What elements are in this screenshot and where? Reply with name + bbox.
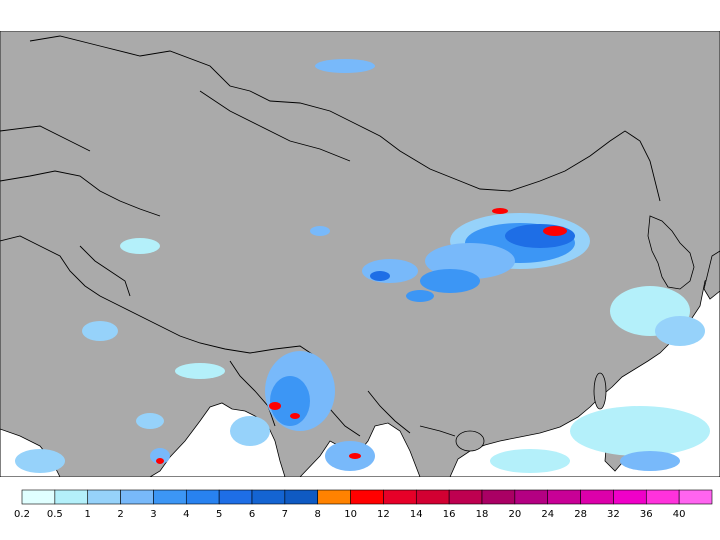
colorbar-tick-label: 14 (410, 509, 423, 520)
colorbar-legend: 0.2 0.5 1 2 3 4 5 6 7 8 10 12 14 16 18 20 24 28 32 36 40 (0, 488, 720, 528)
colorbar-swatch (251, 489, 286, 505)
colorbar-tick-label: 16 (443, 509, 456, 520)
colorbar-tick-label: 40 (673, 509, 686, 520)
colorbar-swatch (87, 489, 121, 505)
korea-peninsula (647, 215, 695, 290)
colorbar-swatch (415, 489, 450, 505)
colorbar-swatch (284, 489, 319, 505)
colorbar-tick-label: 18 (476, 509, 489, 520)
colorbar-tick-label: 28 (574, 509, 587, 520)
colorbar-swatch (547, 489, 581, 505)
colorbar-swatch (383, 489, 417, 505)
colorbar-swatch (514, 489, 549, 505)
colorbar: 0.2 0.5 1 2 3 4 5 6 7 8 10 12 14 16 18 20 24 28 32 36 40 (14, 489, 713, 520)
colorbar-tick-label: 0.5 (47, 509, 63, 520)
precipitation-field (15, 59, 710, 473)
country-borders (0, 35, 661, 437)
colorbar-tick-label: 36 (640, 509, 653, 520)
japan-fragment (703, 250, 720, 300)
colorbar-swatch (448, 489, 483, 505)
colorbar-swatch (120, 489, 154, 505)
colorbar-tick-label: 24 (541, 509, 554, 520)
hainan-island (455, 430, 485, 452)
colorbar-tick-label: 20 (508, 509, 521, 520)
precipitation-map (0, 31, 720, 477)
colorbar-swatch (54, 489, 89, 505)
colorbar-tick-label: 2 (117, 509, 123, 520)
colorbar-tick-label: 32 (607, 509, 620, 520)
colorbar-tick-label: 5 (216, 509, 222, 520)
colorbar-tick-label: 3 (150, 509, 156, 520)
colorbar-tick-label: 10 (344, 509, 357, 520)
colorbar-swatch (185, 489, 220, 505)
colorbar-swatch (21, 489, 56, 505)
colorbar-swatch (218, 489, 253, 505)
colorbar-tick-label: 1 (85, 509, 91, 520)
colorbar-swatch (678, 489, 713, 505)
colorbar-swatch (481, 489, 516, 505)
colorbar-swatch (317, 489, 351, 505)
land-mass (0, 31, 720, 477)
colorbar-tick-label: 4 (183, 509, 189, 520)
taiwan-island (593, 372, 607, 410)
colorbar-swatch (153, 489, 187, 505)
colorbar-tick-label: 7 (282, 509, 288, 520)
colorbar-tick-label: 0.2 (14, 509, 30, 520)
colorbar-tick-label: 6 (249, 509, 255, 520)
colorbar-tick-label: 12 (377, 509, 390, 520)
colorbar-tick-label: 8 (315, 509, 321, 520)
colorbar-swatch (580, 489, 614, 505)
colorbar-swatch (350, 489, 384, 505)
colorbar-swatch (645, 489, 680, 505)
colorbar-swatch (613, 489, 647, 505)
map-canvas (0, 31, 720, 477)
